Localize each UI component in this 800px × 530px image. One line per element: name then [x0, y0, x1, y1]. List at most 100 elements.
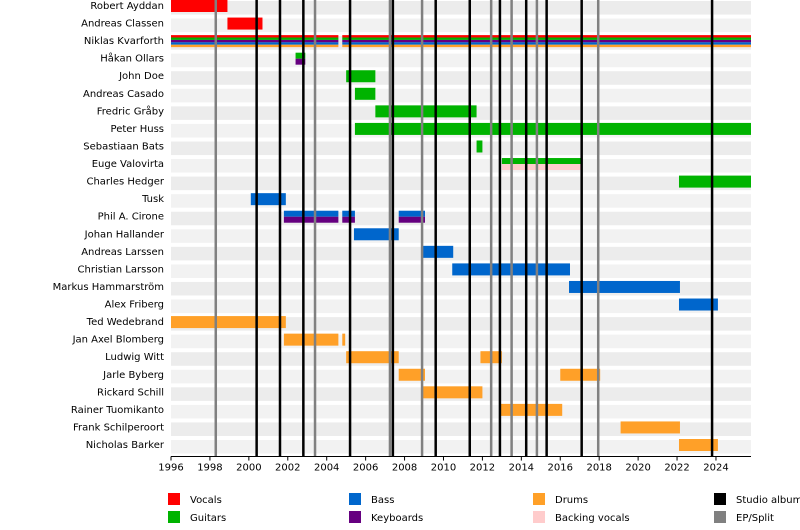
member-bar [678, 175, 751, 188]
member-bar [501, 164, 582, 171]
x-tick-label: 2020 [625, 463, 650, 474]
x-tick-label: 2018 [586, 463, 611, 474]
member-label: Håkan Ollars [100, 52, 164, 65]
x-tick-label: 2006 [353, 463, 378, 474]
member-label: Frank Schilperoort [73, 422, 164, 433]
member-label: Rickard Schill [97, 387, 164, 398]
row-band [171, 159, 751, 173]
row-band [171, 141, 751, 156]
x-tick-label: 1996 [158, 463, 183, 474]
member-bar [283, 216, 339, 223]
member-label: Nicholas Barker [86, 440, 165, 451]
legend-label: Keyboards [371, 513, 423, 524]
member-bar [227, 17, 263, 30]
legend-swatch [349, 493, 361, 505]
member-label: Jan Axel Blomberg [72, 335, 164, 346]
member-bar [295, 58, 306, 65]
legend-swatch [168, 493, 180, 505]
x-tick-label: 2000 [236, 463, 261, 474]
member-label: Robert Ayddan [90, 1, 164, 12]
member-label: Ludwig Witt [105, 352, 164, 363]
row-band [171, 246, 751, 261]
row-band [171, 229, 751, 243]
member-bar [171, 39, 339, 43]
row-band [171, 334, 751, 349]
member-bar [171, 0, 228, 12]
row-band [171, 176, 751, 191]
member-bar [342, 216, 355, 223]
member-label: Niklas Kvarforth [84, 36, 164, 47]
member-bar [171, 35, 339, 38]
legend-label: EP/Split [736, 513, 774, 524]
member-bar [678, 298, 718, 311]
member-label: Tusk [141, 194, 164, 205]
x-tick-label: 2024 [703, 463, 728, 474]
member-label: Andreas Larssen [81, 247, 164, 258]
member-label: John Doe [118, 71, 164, 82]
row-band [171, 369, 751, 384]
member-bar [560, 368, 601, 381]
row-band [171, 299, 751, 314]
member-bar [342, 333, 346, 346]
x-tick-label: 1998 [197, 463, 222, 474]
member-bar [500, 403, 563, 416]
x-tick-label: 2010 [431, 463, 456, 474]
member-label: Peter Huss [111, 124, 164, 135]
member-bar [354, 122, 751, 135]
member-bar [354, 87, 376, 100]
legend-label: Drums [555, 495, 588, 506]
member-label: Andreas Casado [83, 89, 164, 100]
member-label: Markus Hammarström [53, 282, 164, 293]
row-band [171, 53, 751, 68]
legend-label: Guitars [190, 513, 226, 524]
member-label: Rainer Tuomikanto [71, 405, 164, 416]
member-label: Fredric Gråby [97, 104, 164, 117]
x-tick-label: 2002 [275, 463, 300, 474]
member-label: Alex Friberg [105, 300, 164, 311]
member-bar [171, 44, 339, 48]
row-band [171, 211, 751, 226]
member-bar [283, 333, 339, 346]
member-label: Andreas Classen [81, 19, 164, 30]
member-bar [295, 52, 306, 59]
legend-label: Studio album [736, 495, 800, 506]
x-tick-label: 2014 [509, 463, 534, 474]
member-bar [569, 280, 680, 293]
member-bar [375, 105, 477, 118]
member-label: Christian Larsson [78, 264, 164, 275]
legend-swatch [533, 511, 545, 523]
legend-swatch [714, 511, 726, 523]
member-bar [353, 228, 399, 241]
member-label: Euge Valovirta [92, 159, 164, 170]
member-bar [398, 368, 425, 381]
member-bar [283, 210, 339, 217]
member-label: Ted Wedebrand [86, 317, 164, 328]
member-bar [620, 421, 680, 434]
member-label: Charles Hedger [86, 177, 164, 188]
legend-label: Vocals [190, 495, 222, 506]
member-bar [398, 210, 425, 217]
member-bar [423, 245, 454, 258]
member-bar [501, 158, 582, 165]
x-tick-label: 2022 [664, 463, 689, 474]
legend-swatch [168, 511, 180, 523]
member-bar [342, 210, 355, 217]
x-tick-label: 2004 [314, 463, 339, 474]
legend-label: Backing vocals [555, 513, 630, 524]
member-bar [171, 37, 339, 40]
member-bar [346, 351, 399, 364]
legend-label: Bass [371, 495, 394, 506]
row-band [171, 1, 751, 15]
member-bar [476, 140, 483, 153]
member-label: Johan Hallander [84, 229, 165, 240]
member-bar [171, 316, 286, 329]
member-bar [423, 386, 483, 399]
legend-swatch [714, 493, 726, 505]
member-bar [171, 42, 339, 45]
legend-swatch [533, 493, 545, 505]
row-band [171, 71, 751, 85]
member-bar [398, 216, 425, 223]
member-bar [678, 439, 718, 451]
legend-swatch [349, 511, 361, 523]
